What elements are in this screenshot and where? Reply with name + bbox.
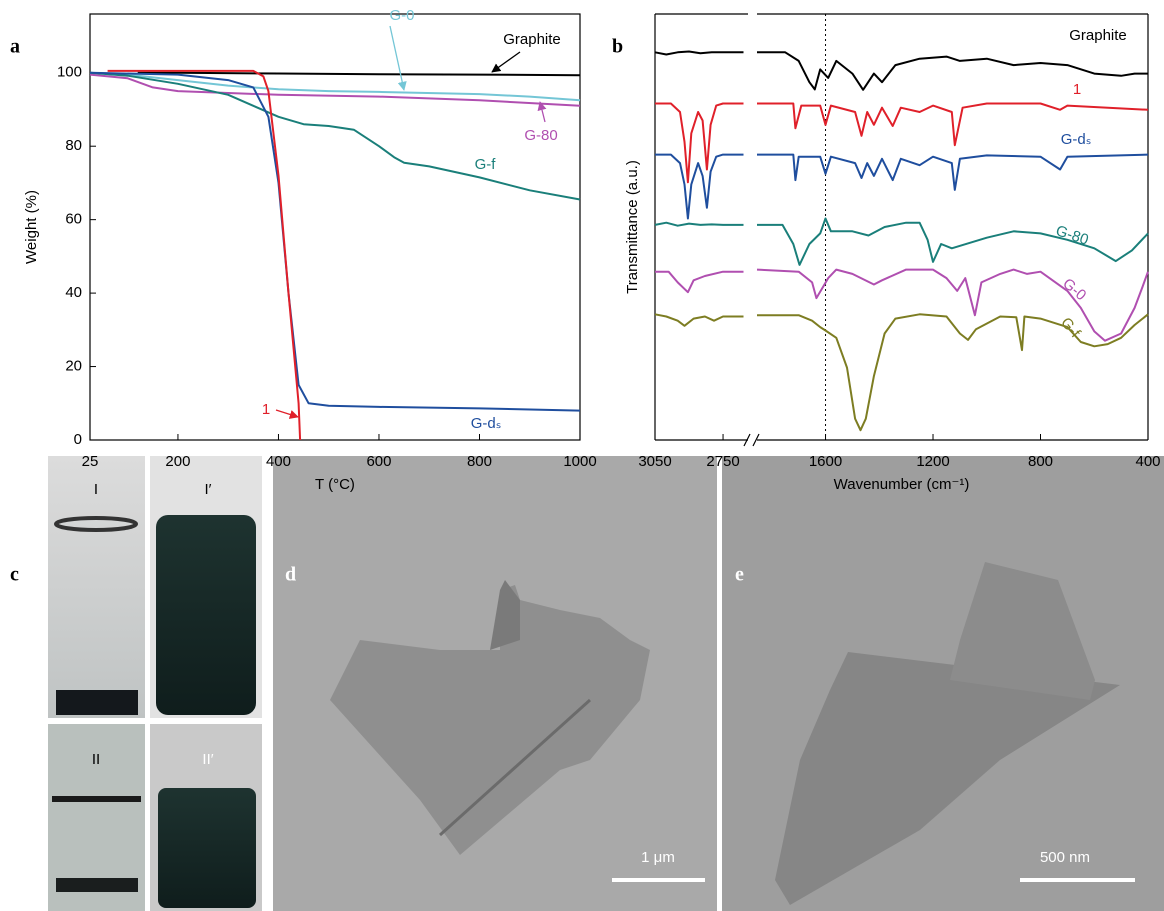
series-label: G-f [1057,314,1084,342]
x-tick-label: 800 [467,453,492,470]
series-label: 1 [262,401,270,418]
panel-label: d [285,564,296,586]
series-line [138,73,580,76]
x-tick-label: 1200 [916,453,949,470]
tem-image: d 1 μm [273,456,717,911]
x-tick-label: 2750 [706,453,739,470]
series-label: Graphite [1069,27,1127,44]
panel-label: a [10,36,20,58]
series-label: G-f [475,156,497,173]
meniscus [52,796,141,802]
series-label: G-dₛ [471,415,502,432]
series-label: G-0 [389,7,414,24]
label-arrow [540,102,545,122]
series-line [108,71,301,440]
tem-image: e 500 nm [722,456,1164,911]
label-arrow [390,26,404,90]
sediment [56,878,138,892]
series-line [90,73,580,411]
panel-label: e [735,564,744,586]
series-label: G-0 [1059,275,1089,304]
panel-label: b [612,36,623,58]
photo-label: II [92,751,100,768]
x-tick-label: 400 [266,453,291,470]
series-line [655,155,1148,219]
panel-label: c [10,564,19,586]
y-axis-label: Weight (%) [23,190,40,264]
y-tick-label: 100 [57,64,82,81]
photo-label: I′ [205,481,212,498]
x-tick-label: 3050 [638,453,671,470]
y-tick-label: 40 [65,284,82,301]
y-tick-label: 20 [65,358,82,375]
series-label: G-80 [524,127,557,144]
x-axis-label: T (°C) [315,476,355,493]
dispersion [158,788,256,908]
series-label: G-80 [1054,222,1091,248]
label-arrow [276,410,298,417]
y-tick-label: 80 [65,137,82,154]
series-label: G-dₛ [1061,131,1092,148]
series-label: 1 [1073,81,1081,98]
x-tick-label: 1000 [563,453,596,470]
y-tick-label: 60 [65,211,82,228]
photo-label: II′ [202,751,213,768]
x-tick-label: 200 [165,453,190,470]
x-tick-label: 800 [1028,453,1053,470]
label-arrow [492,52,520,72]
photo-label: I [94,481,98,498]
vial-photos: c I I′ II II′ [10,456,262,911]
sediment [56,690,138,715]
x-tick-label: 1600 [809,453,842,470]
x-tick-label: 400 [1135,453,1160,470]
y-tick-label: 0 [74,431,82,448]
scale-bar-label: 1 μm [641,849,675,866]
dispersion [156,515,256,715]
scale-bar-label: 500 nm [1040,849,1090,866]
x-axis-label: Wavenumber (cm⁻¹) [834,476,970,493]
y-axis-label: Transmittance (a.u.) [624,160,641,294]
figure: a b c I I′ II II′ d 1 μm e 500 nm 25200 [0,0,1164,911]
x-tick-label: 600 [366,453,391,470]
x-tick-label: 25 [82,453,99,470]
series-label: Graphite [503,31,561,48]
